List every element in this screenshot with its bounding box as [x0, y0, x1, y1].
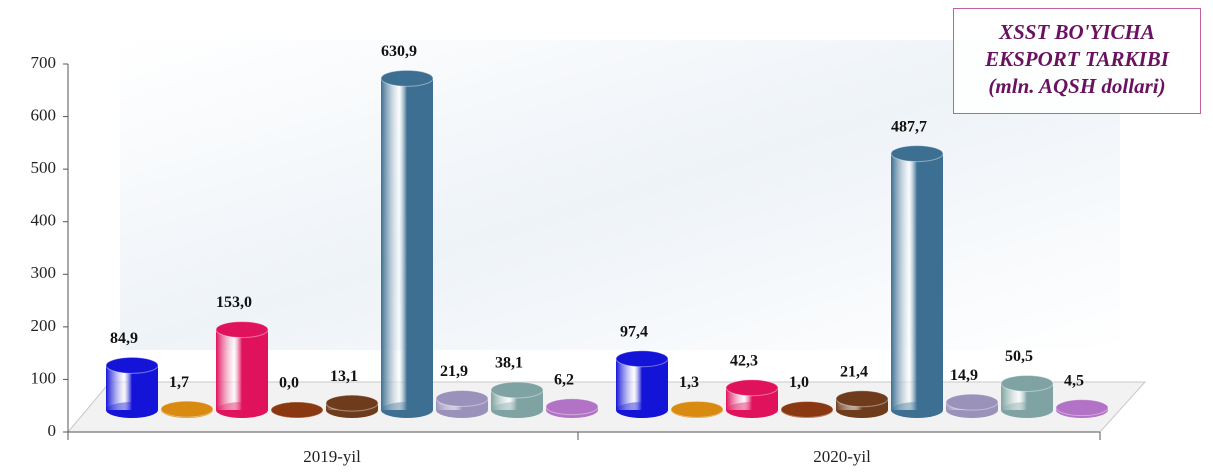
- bar-top: [435, 389, 489, 407]
- bar: [615, 350, 669, 418]
- data-label: 14,9: [950, 367, 978, 384]
- bar: [270, 401, 324, 419]
- bar-top: [945, 393, 999, 411]
- bar: [890, 145, 944, 418]
- data-label: 1,3: [679, 374, 699, 391]
- data-label: 21,9: [440, 363, 468, 380]
- y-tick-label: 200: [31, 316, 57, 335]
- data-label: 4,5: [1064, 372, 1084, 389]
- bar-top: [670, 400, 724, 418]
- y-tick-label: 700: [31, 53, 57, 72]
- y-tick-label: 500: [31, 158, 57, 177]
- y-tick-label: 600: [31, 105, 57, 124]
- data-label: 153,0: [216, 294, 252, 311]
- bar: [105, 356, 159, 418]
- bar: [435, 389, 489, 418]
- bar-top: [270, 401, 324, 419]
- title-box: XSST BO'YICHA EKSPORT TARKIBI (mln. AQSH…: [953, 8, 1201, 114]
- data-label: 50,5: [1005, 348, 1033, 365]
- data-label: 21,4: [840, 363, 868, 380]
- bar-top: [160, 400, 214, 418]
- data-label: 630,9: [381, 43, 417, 60]
- bar: [1055, 399, 1109, 418]
- bar: [325, 394, 379, 418]
- bar-top: [780, 400, 834, 418]
- bar-top: [490, 381, 544, 399]
- y-tick-label: 100: [31, 368, 57, 387]
- bar-top: [835, 390, 889, 408]
- data-label: 487,7: [891, 118, 927, 135]
- bar-top: [890, 145, 944, 163]
- data-label: 1,0: [789, 374, 809, 391]
- bar: [490, 381, 544, 418]
- bar: [380, 69, 434, 418]
- bar-body: [381, 78, 433, 411]
- data-label: 0,0: [279, 375, 299, 392]
- bar-body: [616, 358, 668, 410]
- x-tick-label: 2020-yil: [813, 447, 871, 466]
- bar: [725, 379, 779, 418]
- data-label: 42,3: [730, 352, 758, 369]
- data-label: 6,2: [554, 371, 574, 388]
- bar-body: [216, 329, 268, 410]
- bar-top: [725, 379, 779, 397]
- bar: [780, 400, 834, 418]
- bar-top: [615, 350, 669, 368]
- bar: [160, 400, 214, 418]
- bar: [545, 398, 599, 418]
- bar: [215, 321, 269, 418]
- bar-top: [105, 356, 159, 374]
- bar-top: [1000, 374, 1054, 392]
- bar: [945, 393, 999, 418]
- data-label: 84,9: [110, 330, 138, 347]
- data-label: 97,4: [620, 323, 648, 340]
- y-tick-label: 0: [48, 421, 57, 440]
- data-label: 13,1: [330, 368, 358, 385]
- chart-subtitle: (mln. AQSH dollari): [988, 74, 1166, 98]
- bar: [835, 390, 889, 418]
- x-tick-label: 2019-yil: [303, 447, 361, 466]
- y-tick-label: 400: [31, 211, 57, 230]
- data-label: 38,1: [495, 355, 523, 372]
- bar: [670, 400, 724, 418]
- bar-top: [1055, 399, 1109, 417]
- data-label: 1,7: [169, 374, 189, 391]
- bar-top: [380, 69, 434, 87]
- bar-top: [325, 394, 379, 412]
- bar-body: [891, 153, 943, 411]
- chart-title: XSST BO'YICHA EKSPORT TARKIBI: [985, 20, 1169, 71]
- y-tick-label: 300: [31, 263, 57, 282]
- bar: [1000, 374, 1054, 418]
- bar-top: [545, 398, 599, 416]
- bar-top: [215, 321, 269, 339]
